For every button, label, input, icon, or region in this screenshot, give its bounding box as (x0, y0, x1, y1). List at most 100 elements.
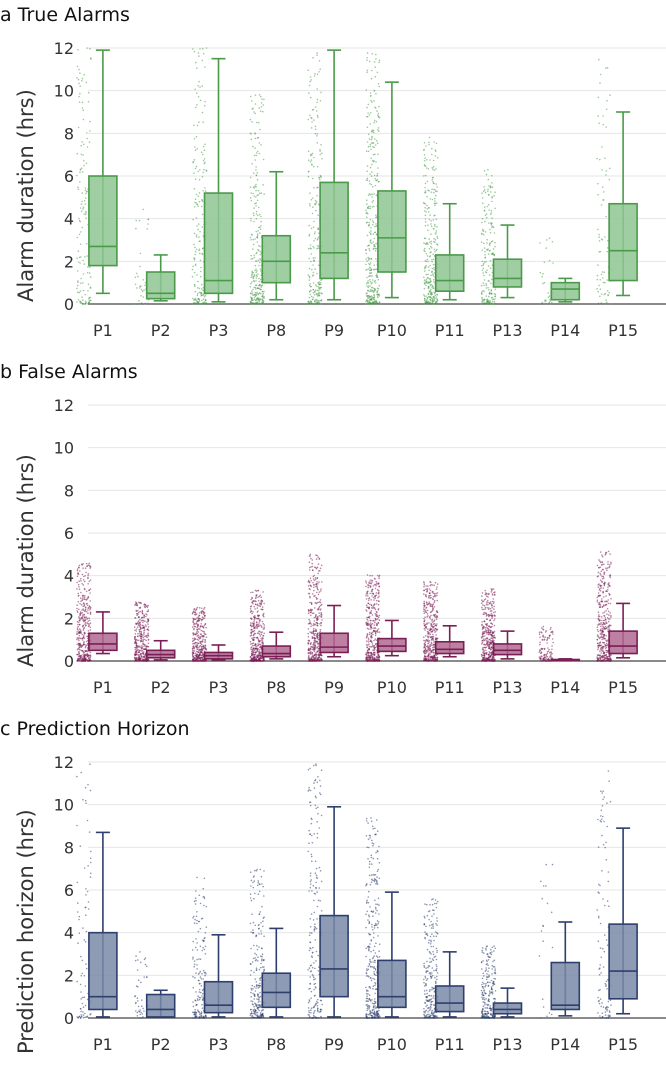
data-point (138, 624, 141, 626)
data-point (366, 141, 369, 143)
data-point (196, 632, 198, 635)
data-point (198, 614, 201, 617)
data-point (601, 186, 604, 188)
data-point (254, 159, 256, 161)
data-point (370, 242, 373, 244)
data-point (257, 150, 259, 153)
data-point (490, 290, 493, 292)
data-point (135, 601, 137, 603)
panel-title: b False Alarms (0, 361, 138, 383)
data-point (436, 583, 439, 585)
data-point (368, 247, 371, 250)
data-point (191, 626, 194, 628)
data-point (541, 301, 544, 304)
data-point (193, 284, 196, 286)
data-point (428, 622, 430, 624)
data-point (430, 247, 433, 249)
data-point (430, 639, 433, 641)
data-point (432, 279, 435, 281)
data-point (433, 268, 435, 271)
data-point (138, 219, 141, 222)
data-point (85, 616, 88, 618)
data-point (205, 47, 208, 49)
data-point (425, 281, 428, 284)
data-point (77, 188, 80, 191)
data-point (84, 594, 86, 597)
data-point (191, 647, 194, 650)
data-point (251, 257, 254, 260)
data-point (259, 258, 261, 260)
data-point (308, 279, 311, 281)
data-point (312, 612, 315, 614)
data-point (314, 601, 317, 604)
data-point (79, 171, 81, 173)
data-point (377, 116, 380, 118)
data-point (367, 590, 369, 592)
data-point (309, 553, 312, 556)
data-point (428, 660, 430, 662)
data-point (367, 599, 370, 601)
data-point (369, 92, 372, 94)
data-point (436, 302, 439, 305)
data-point (370, 651, 372, 654)
data-point (147, 629, 150, 632)
data-point (365, 643, 368, 646)
data-point (255, 645, 258, 648)
data-point (426, 301, 429, 304)
data-point (429, 298, 431, 301)
data-point (194, 654, 196, 657)
data-point (196, 104, 198, 106)
data-point (79, 92, 81, 95)
data-point (193, 206, 196, 208)
data-point (376, 290, 378, 293)
data-point (319, 178, 321, 181)
data-point (369, 207, 372, 210)
data-point (85, 192, 87, 195)
data-point (194, 612, 197, 614)
data-point (145, 660, 147, 662)
data-point (85, 658, 87, 660)
data-point (77, 49, 79, 51)
data-point (425, 264, 428, 267)
data-point (88, 605, 91, 607)
data-point (83, 575, 85, 578)
data-point (314, 231, 316, 233)
data-point (488, 209, 491, 211)
data-point (481, 291, 483, 293)
data-point (312, 303, 314, 305)
data-point (134, 641, 137, 643)
data-point (311, 612, 314, 615)
data-point (316, 591, 318, 594)
data-point (89, 567, 91, 569)
data-point (89, 654, 92, 657)
data-point (195, 633, 197, 636)
data-point (317, 301, 319, 304)
data-point (375, 214, 377, 216)
data-point (367, 289, 370, 292)
data-point (549, 300, 551, 302)
data-point (371, 581, 373, 583)
data-point (316, 601, 318, 604)
data-point (85, 571, 87, 574)
data-point (83, 213, 85, 215)
data-point (256, 607, 259, 609)
data-point (377, 296, 379, 298)
data-point (373, 599, 375, 601)
data-point (84, 645, 87, 648)
data-point (371, 660, 374, 662)
data-point (139, 302, 141, 305)
data-point (365, 89, 368, 91)
data-point (134, 617, 136, 619)
data-point (201, 59, 204, 62)
data-point (377, 603, 380, 606)
data-point (376, 174, 379, 177)
data-point (314, 257, 316, 259)
data-point (426, 644, 429, 647)
data-point (484, 210, 486, 212)
data-point (249, 303, 252, 305)
data-point (136, 626, 139, 628)
data-point (204, 187, 206, 189)
data-point (136, 654, 139, 656)
data-point (258, 261, 261, 264)
data-point (434, 581, 437, 584)
